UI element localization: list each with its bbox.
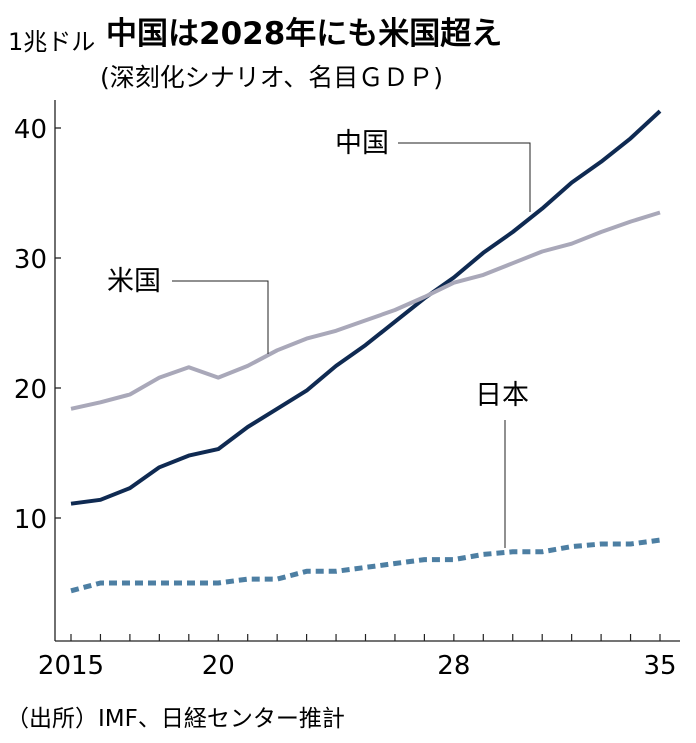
x-tick-label: 2015 [38,651,104,681]
series-label-china: 中国 [335,128,389,159]
y-unit-label: 1兆ドル [8,28,95,56]
x-tick-label: 28 [437,651,470,681]
x-tick-label: 35 [643,651,676,681]
us-leader-line [172,280,269,354]
x-tick-label: 20 [202,651,235,681]
y-tick-label: 30 [14,245,47,275]
y-tick-label: 10 [14,505,47,535]
chart-subtitle: (深刻化シナリオ、名目ＧＤＰ) [100,63,443,92]
series-line-us [70,210,661,411]
y-tick-label: 20 [14,375,47,405]
series-line-japan [70,537,661,594]
series-line-china [70,109,662,506]
china-leader-line [398,142,531,212]
chart-title: 中国は2028年にも米国超え [106,16,502,52]
series-label-japan: 日本 [475,380,529,411]
source-note: （出所）IMF、日経センター推計 [6,706,345,732]
series-label-us: 米国 [107,266,161,297]
y-tick-label: 40 [14,115,47,145]
